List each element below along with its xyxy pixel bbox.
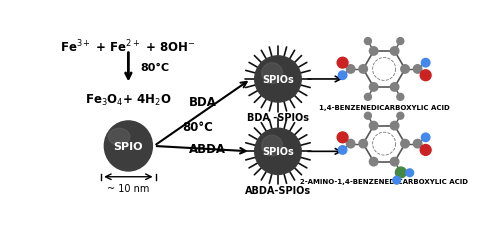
- Circle shape: [420, 145, 431, 156]
- Circle shape: [393, 177, 400, 184]
- Text: 80°C: 80°C: [182, 121, 214, 134]
- Text: Fe$^{3+}$ + Fe$^{2+}$ + 8OH$^{-}$: Fe$^{3+}$ + Fe$^{2+}$ + 8OH$^{-}$: [60, 38, 196, 55]
- Circle shape: [346, 65, 355, 74]
- Circle shape: [397, 38, 404, 45]
- Text: 80°C: 80°C: [140, 62, 169, 72]
- Circle shape: [338, 146, 347, 155]
- Text: ABDA-SPIOs: ABDA-SPIOs: [245, 185, 311, 195]
- Circle shape: [390, 47, 399, 56]
- Text: ~ 10 nm: ~ 10 nm: [107, 183, 150, 194]
- Circle shape: [359, 65, 368, 74]
- Text: SPIO: SPIO: [114, 141, 143, 151]
- Circle shape: [420, 71, 431, 81]
- Circle shape: [422, 59, 430, 68]
- Circle shape: [390, 122, 399, 130]
- Text: BDA -SPIOs: BDA -SPIOs: [247, 113, 309, 123]
- Circle shape: [370, 122, 378, 130]
- Circle shape: [397, 94, 404, 101]
- Circle shape: [401, 65, 409, 74]
- Circle shape: [397, 113, 404, 120]
- Circle shape: [370, 83, 378, 92]
- Circle shape: [364, 113, 372, 120]
- Circle shape: [364, 38, 372, 45]
- Text: SPIOs: SPIOs: [262, 75, 294, 85]
- Text: Fe$_3$O$_4$+ 4H$_2$O: Fe$_3$O$_4$+ 4H$_2$O: [85, 93, 172, 108]
- Circle shape: [370, 158, 378, 166]
- Circle shape: [364, 94, 372, 101]
- Circle shape: [254, 129, 301, 175]
- Circle shape: [370, 47, 378, 56]
- Circle shape: [338, 72, 347, 80]
- Text: ABDA: ABDA: [189, 142, 226, 155]
- Circle shape: [414, 65, 422, 74]
- Text: SPIOs: SPIOs: [262, 147, 294, 157]
- Ellipse shape: [104, 121, 152, 171]
- Ellipse shape: [108, 129, 130, 146]
- Circle shape: [254, 57, 301, 103]
- Circle shape: [390, 158, 399, 166]
- Circle shape: [406, 169, 413, 177]
- Circle shape: [262, 136, 282, 156]
- Circle shape: [396, 167, 406, 178]
- Circle shape: [422, 134, 430, 142]
- Circle shape: [337, 132, 348, 143]
- Text: 1,4-BENZENEDICARBOXYLIC ACID: 1,4-BENZENEDICARBOXYLIC ACID: [319, 104, 450, 110]
- Circle shape: [401, 140, 409, 148]
- Circle shape: [262, 63, 282, 84]
- Text: 2-AMINO-1,4-BENZENEDICARBOXYLIC ACID: 2-AMINO-1,4-BENZENEDICARBOXYLIC ACID: [300, 179, 468, 185]
- Circle shape: [337, 58, 348, 69]
- Circle shape: [346, 140, 355, 148]
- Circle shape: [359, 140, 368, 148]
- Circle shape: [390, 83, 399, 92]
- Text: BDA: BDA: [189, 95, 216, 108]
- Circle shape: [414, 140, 422, 148]
